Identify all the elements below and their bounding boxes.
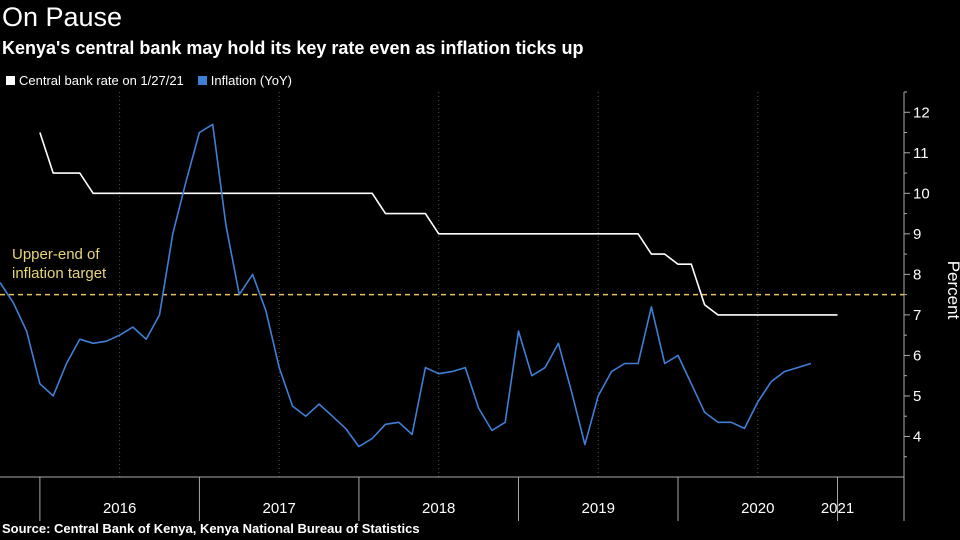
legend: Central bank rate on 1/27/21 Inflation (… [6,73,292,88]
y-tick-label-5: 5 [913,388,921,405]
y-tick-label-11: 11 [913,145,929,162]
source-note: Source: Central Bank of Kenya, Kenya Nat… [2,521,420,536]
y-axis-label: Percent [944,261,960,320]
y-tick-label-12: 12 [913,104,930,121]
legend-label-inflation: Inflation (YoY) [210,73,292,88]
x-tick-label-2016: 2016 [103,500,136,517]
y-tick-label-8: 8 [913,266,921,283]
legend-item-policy-rate: Central bank rate on 1/27/21 [6,73,184,88]
x-tick-label-2019: 2019 [582,500,615,517]
y-tick-label-9: 9 [913,226,921,243]
legend-swatch-inflation [197,76,207,85]
y-tick-label-6: 6 [913,347,921,364]
inflation-target-label-line-1: Upper-end of [12,246,100,263]
y-tick-label-7: 7 [913,307,921,324]
legend-item-inflation: Inflation (YoY) [197,73,292,88]
legend-label-policy: Central bank rate on 1/27/21 [19,73,184,88]
inflation-target-label-line-2: inflation target [12,265,107,282]
chart-subtitle: Kenya's central bank may hold its key ra… [2,38,584,58]
y-tick-label-4: 4 [913,428,921,445]
series-line-inflation [0,123,812,448]
legend-swatch-policy [6,76,15,85]
x-tick-label-2020: 2020 [741,500,774,517]
x-tick-label-2021: 2021 [821,500,854,517]
chart-title: On Pause [2,2,123,32]
x-tick-label-2017: 2017 [262,500,295,517]
series-line-policy-rate [39,132,838,316]
x-tick-label-2018: 2018 [422,500,455,517]
y-tick-label-10: 10 [913,185,930,202]
